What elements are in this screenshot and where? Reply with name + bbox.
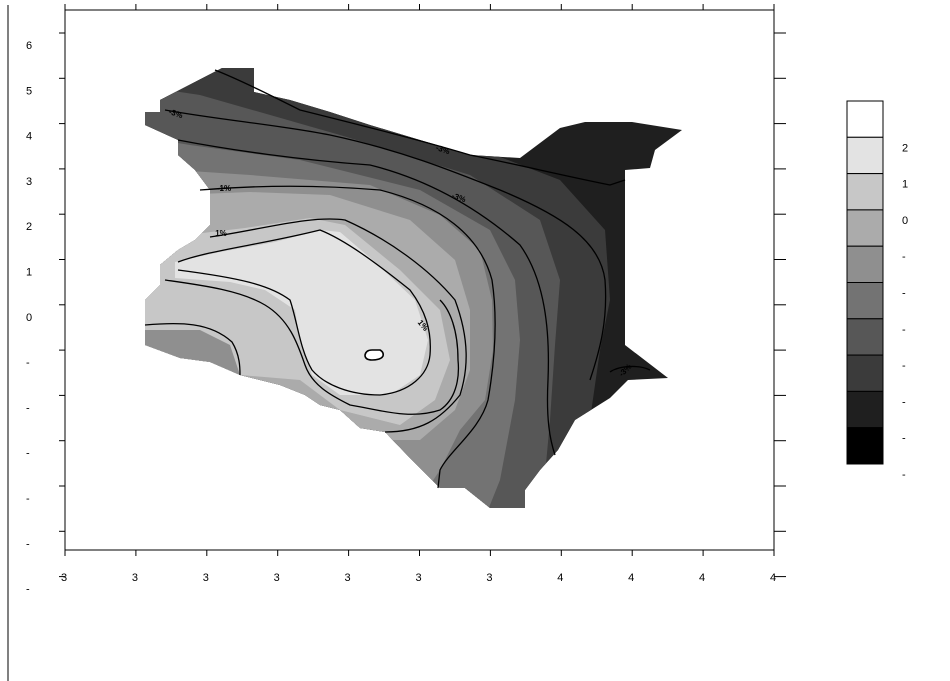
x-tick-label: 3 [274, 572, 280, 584]
colorbar-label: 1 [902, 179, 908, 191]
y-tick-label: - [26, 448, 30, 460]
colorbar-label: - [902, 288, 906, 300]
colorbar-label: - [902, 469, 906, 481]
x-tick-label: 3 [415, 572, 421, 584]
y-axis-tick-marks [59, 32, 786, 578]
colorbar-label: - [902, 396, 906, 408]
colorbar-label: 0 [902, 215, 908, 227]
x-tick-label: 3 [61, 572, 67, 584]
y-tick-label: - [26, 357, 30, 369]
x-tick-label: 3 [132, 572, 138, 584]
colorbar-swatch [846, 245, 884, 283]
colorbar-swatch [846, 173, 884, 211]
colorbar-swatch [846, 354, 884, 392]
colorbar-outline [846, 100, 884, 465]
y-tick-label: - [26, 538, 30, 550]
y-tick-label: 0 [26, 312, 32, 324]
colorbar-labels: 2 1 0 - - - - - - - [902, 142, 908, 481]
contour-label: -1% [217, 184, 231, 193]
x-axis-tick-marks [64, 4, 775, 556]
colorbar-swatch [846, 390, 884, 429]
x-tick-label: 3 [203, 572, 209, 584]
y-tick-label: 3 [26, 176, 32, 188]
colorbar-label: 2 [902, 142, 908, 154]
y-tick-label: 5 [26, 85, 32, 97]
x-tick-label: 4 [770, 572, 776, 584]
colorbar-swatch [846, 282, 884, 320]
y-tick-label: 1 [26, 267, 32, 279]
x-tick-label: 4 [699, 572, 705, 584]
colorbar-swatch [846, 318, 884, 356]
x-tick-label: 3 [486, 572, 492, 584]
y-tick-label: 6 [26, 40, 32, 52]
y-tick-label: 4 [26, 131, 32, 143]
colorbar-legend [846, 100, 884, 465]
colorbar-label: - [902, 324, 906, 336]
y-tick-label: - [26, 402, 30, 414]
x-tick-label: 3 [345, 572, 351, 584]
y-tick-label: - [26, 584, 30, 596]
colorbar-swatch [846, 136, 884, 175]
y-axis-tick-labels: 6 5 4 3 2 1 0 - - - - - - [26, 40, 32, 596]
contour-lines [144, 69, 651, 489]
colorbar-swatch [846, 427, 884, 465]
colorbar-swatch [846, 100, 884, 138]
colorbar-label: - [902, 360, 906, 372]
colorbar-label: - [902, 251, 906, 263]
contour-label: 1% [215, 229, 227, 238]
x-tick-label: 4 [628, 572, 634, 584]
y-tick-label: 2 [26, 221, 32, 233]
colorbar-label: - [902, 433, 906, 445]
y-tick-label: - [26, 493, 30, 505]
x-tick-label: 4 [557, 572, 563, 584]
colorbar-swatch [846, 209, 884, 247]
x-axis-tick-labels: 3 3 3 3 3 3 3 4 4 4 4 [61, 572, 776, 584]
